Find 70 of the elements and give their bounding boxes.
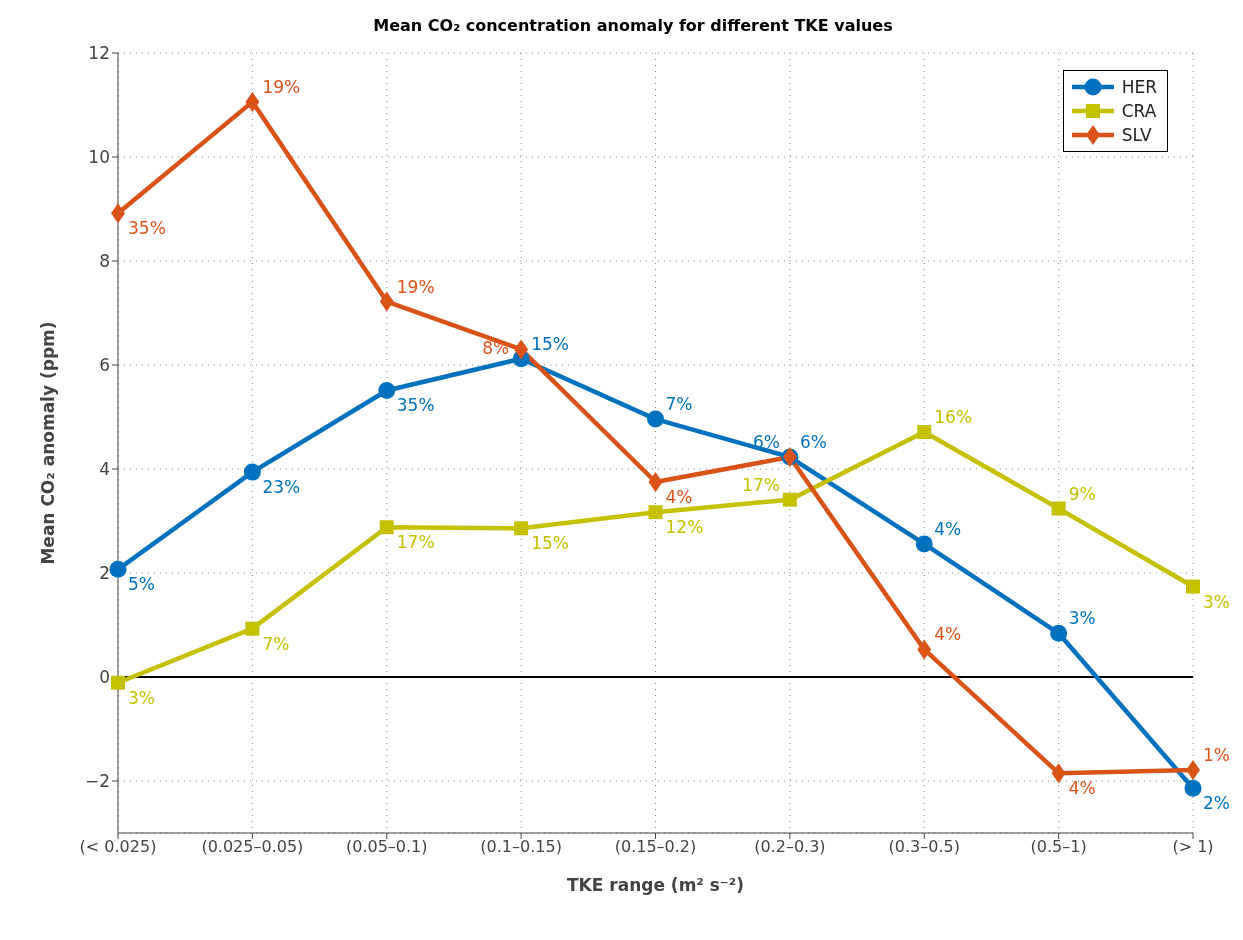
- annotation: 4%: [665, 487, 693, 507]
- annotation: 7%: [262, 633, 290, 654]
- point: [648, 505, 663, 520]
- annotation: 19%: [396, 276, 435, 297]
- annotation: 4%: [1068, 778, 1096, 799]
- point: [1051, 501, 1066, 516]
- annotation: 4%: [934, 624, 962, 645]
- annotation: 5%: [128, 574, 155, 595]
- annotation: 3%: [1203, 591, 1230, 612]
- legend-label: SLV: [1121, 124, 1152, 147]
- x-tick-label: (0.5–1): [1030, 837, 1087, 857]
- point: [917, 639, 932, 660]
- annotation: 3%: [1068, 608, 1096, 629]
- annotation: 3%: [128, 687, 155, 708]
- chart-title: Mean CO₂ concentration anomaly for different TKE values: [372, 16, 894, 35]
- legend-label: CRA: [1121, 100, 1157, 123]
- y-tick-label: 12: [88, 43, 110, 64]
- x-tick-label: (0.025–0.05): [201, 837, 304, 857]
- y-tick-label: 4: [99, 459, 110, 480]
- point: [648, 472, 663, 492]
- x-tick-label: (> 1): [1172, 837, 1214, 857]
- annotation: 16%: [934, 407, 973, 428]
- point: [245, 91, 260, 112]
- annotation: 23%: [262, 477, 301, 498]
- annotation: 17%: [396, 532, 435, 553]
- point: [915, 535, 933, 553]
- point: [245, 621, 260, 636]
- annotation: 7%: [665, 394, 693, 415]
- point: [514, 521, 529, 536]
- x-tick-label: (0.05–0.1): [345, 837, 428, 857]
- annotation: 1%: [1203, 745, 1230, 766]
- x-tick-label: (0.3–0.5): [888, 837, 960, 857]
- annotation: 6%: [799, 432, 827, 453]
- y-tick-label: 6: [99, 355, 110, 376]
- y-axis-title: Mean CO₂ anomaly (ppm): [38, 321, 59, 565]
- annotation: 15%: [531, 333, 569, 354]
- x-tick-label: (0.15–0.2): [614, 837, 697, 857]
- y-tick-label: 8: [99, 251, 110, 272]
- x-tick-label: (0.1–0.15): [480, 837, 562, 857]
- annotation: 15%: [531, 533, 569, 554]
- point: [647, 410, 664, 428]
- x-axis-title: TKE range (m² s⁻²): [566, 875, 745, 895]
- x-tick-label: (< 0.025): [79, 837, 157, 857]
- annotation: 2%: [1203, 793, 1230, 814]
- point: [379, 520, 394, 535]
- y-tick-label: 10: [88, 147, 110, 168]
- annotation: 17%: [742, 474, 780, 495]
- point: [243, 463, 261, 481]
- point: [1184, 779, 1202, 797]
- point: [782, 492, 797, 507]
- annotation: 35%: [128, 218, 166, 239]
- point: [378, 381, 396, 399]
- point: [1186, 579, 1200, 594]
- point: [514, 339, 529, 360]
- point: [111, 675, 125, 690]
- annotation: 9%: [1068, 483, 1096, 504]
- annotation: 12%: [665, 517, 704, 538]
- annotation: 19%: [262, 76, 301, 97]
- point: [1050, 624, 1068, 642]
- point: [1051, 763, 1066, 784]
- x-tick-label: (0.2–0.3): [754, 837, 826, 857]
- y-tick-label: 0: [99, 667, 110, 688]
- point: [917, 425, 932, 440]
- legend-label: HER: [1121, 76, 1157, 99]
- point: [379, 291, 394, 312]
- y-tick-label: 2: [99, 563, 110, 584]
- point: [109, 560, 127, 578]
- annotation: 4%: [934, 518, 962, 539]
- y-tick-label: −2: [84, 771, 110, 792]
- annotation: 35%: [396, 395, 435, 416]
